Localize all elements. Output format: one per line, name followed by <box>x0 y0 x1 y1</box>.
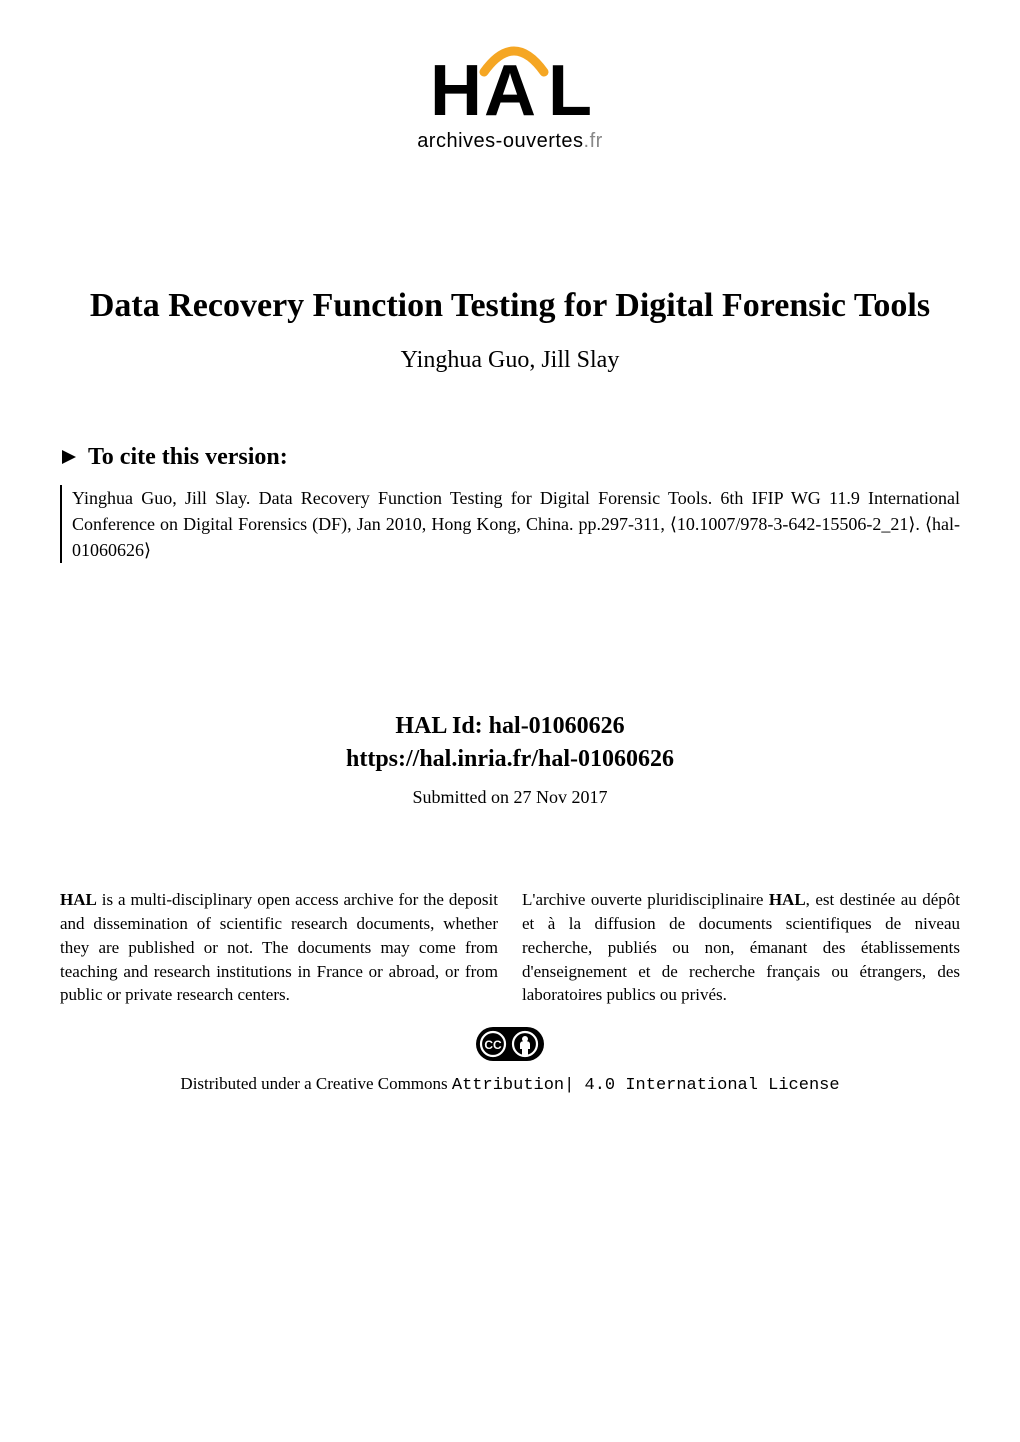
description-col-left: HAL is a multi-disciplinary open access … <box>60 888 498 1007</box>
col-right-pre: L'archive ouverte pluridisciplinaire <box>522 890 769 909</box>
citation-vertical-bar <box>60 485 62 563</box>
cite-header: To cite this version: <box>60 444 960 471</box>
col-right-bold: HAL <box>769 890 806 909</box>
cite-header-text: To cite this version: <box>88 444 288 471</box>
hal-logo-letters: H A L <box>417 60 603 122</box>
hal-id: HAL Id: hal-01060626 <box>60 713 960 740</box>
description-columns: HAL is a multi-disciplinary open access … <box>60 888 960 1007</box>
license-link[interactable]: Attribution| 4.0 International License <box>452 1076 840 1095</box>
logo-letter-a-wrap: A <box>484 60 544 122</box>
license-prefix: Distributed under a Creative Commons <box>180 1074 451 1093</box>
col-left-text: is a multi-disciplinary open access arch… <box>60 890 498 1004</box>
logo-letter-h: H <box>430 61 480 122</box>
citation-block: Yinghua Guo, Jill Slay. Data Recovery Fu… <box>60 485 960 563</box>
logo-letter-a: A <box>484 61 536 122</box>
description-col-right: L'archive ouverte pluridisciplinaire HAL… <box>522 888 960 1007</box>
logo-subtitle-main: archives-ouvertes <box>417 130 583 152</box>
hal-url[interactable]: https://hal.inria.fr/hal-01060626 <box>60 746 960 773</box>
logo-letter-l: L <box>548 61 590 122</box>
svg-text:CC: CC <box>484 1038 502 1052</box>
logo-subtitle: archives-ouvertes.fr <box>417 130 603 153</box>
submitted-date: Submitted on 27 Nov 2017 <box>60 787 960 808</box>
hal-logo-block: H A L archives-ouvertes.fr <box>60 60 960 153</box>
cc-license-block: CC Distributed under a Creative Commons … <box>60 1027 960 1095</box>
paper-authors: Yinghua Guo, Jill Slay <box>60 347 960 374</box>
citation-text: Yinghua Guo, Jill Slay. Data Recovery Fu… <box>72 485 960 563</box>
triangle-right-icon <box>60 448 78 466</box>
hal-logo: H A L archives-ouvertes.fr <box>417 60 603 153</box>
cc-badge-icon: CC <box>476 1027 544 1066</box>
col-left-bold: HAL <box>60 890 97 909</box>
logo-subtitle-suffix: .fr <box>584 130 603 152</box>
hal-id-block: HAL Id: hal-01060626 https://hal.inria.f… <box>60 713 960 773</box>
paper-title: Data Recovery Function Testing for Digit… <box>80 283 940 329</box>
license-line: Distributed under a Creative Commons Att… <box>60 1074 960 1095</box>
